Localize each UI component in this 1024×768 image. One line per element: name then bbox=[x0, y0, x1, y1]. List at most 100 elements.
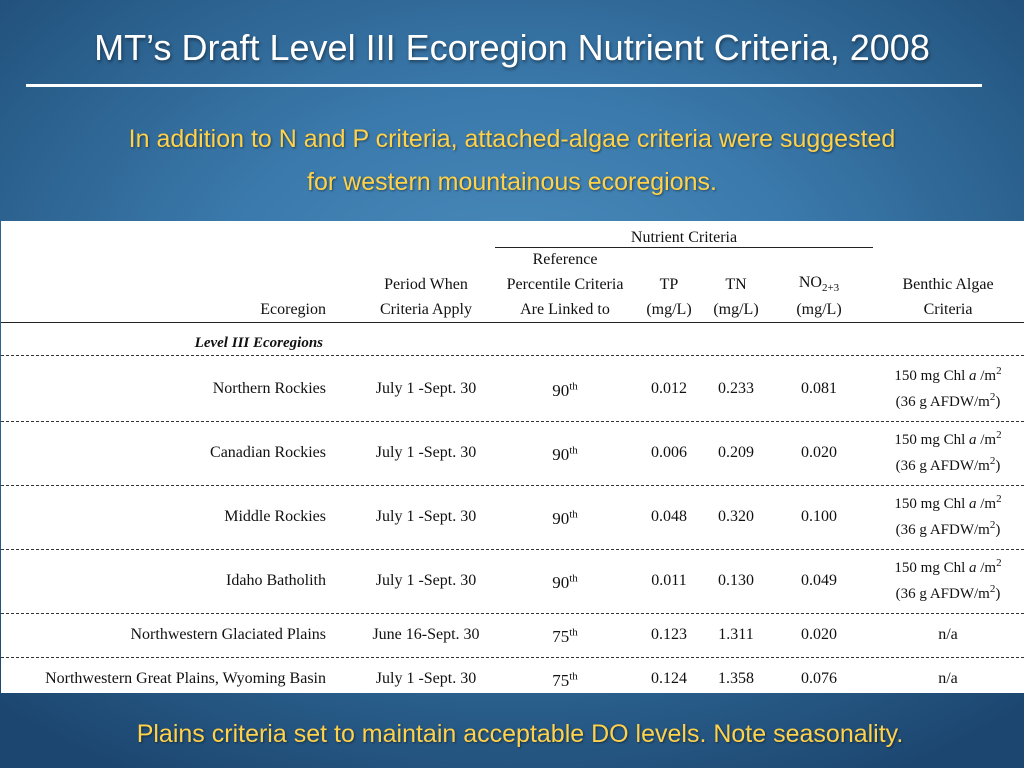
header-tn-line-2: (mg/L) bbox=[713, 301, 759, 318]
algae-afdw-close: ) bbox=[995, 394, 1001, 410]
subtitle-line-1: In addition to N and P criteria, attache… bbox=[128, 125, 896, 153]
row-separator bbox=[1, 549, 1024, 550]
row-benthic-line-2: (36 g AFDW/m2) bbox=[873, 517, 1023, 543]
row-benthic-line-1: 150 mg Chl a /m2 bbox=[873, 427, 1023, 453]
row-tn: 1.311 bbox=[718, 626, 754, 643]
algae-afdw-sup-2: 2 bbox=[989, 391, 996, 403]
row-benthic-line-2: (36 g AFDW/m2) bbox=[873, 453, 1023, 479]
row-percentile-suffix: th bbox=[569, 444, 578, 457]
algae-afdw-sup-2: 2 bbox=[989, 455, 996, 467]
row-separator bbox=[1, 657, 1024, 658]
row-tp: 0.048 bbox=[651, 508, 687, 525]
header-reference-line-1: Reference bbox=[532, 251, 598, 268]
algae-chl-text: 150 mg Chl bbox=[894, 368, 969, 384]
header-no23-line-2: (mg/L) bbox=[796, 301, 842, 318]
row-benthic-line-2: (36 g AFDW/m2) bbox=[873, 389, 1023, 415]
row-ecoregion: Northern Rockies bbox=[212, 380, 326, 397]
algae-sup-2: 2 bbox=[996, 429, 1002, 441]
row-tn: 0.209 bbox=[718, 444, 754, 461]
header-benthic-line-1: Benthic Algae bbox=[902, 276, 994, 293]
header-benthic-line-2: Criteria bbox=[923, 301, 973, 318]
row-separator bbox=[1, 421, 1024, 422]
row-tn: 0.130 bbox=[718, 572, 754, 589]
row-benthic-line-2: (36 g AFDW/m2) bbox=[873, 581, 1023, 607]
row-percentile-value: 90 bbox=[552, 509, 570, 528]
row-percentile: 90th bbox=[495, 378, 635, 404]
row-no23: 0.020 bbox=[801, 626, 837, 643]
header-tp-line-1: TP bbox=[659, 276, 679, 293]
row-percentile: 90th bbox=[495, 570, 635, 596]
algae-chl-a: a bbox=[969, 368, 977, 384]
row-tn: 1.358 bbox=[718, 670, 754, 687]
algae-afdw-text: (36 g AFDW/m bbox=[895, 394, 990, 410]
header-period-line-1: Period When bbox=[384, 276, 468, 293]
algae-afdw-text: (36 g AFDW/m bbox=[895, 586, 990, 602]
row-separator bbox=[1, 613, 1024, 614]
row-percentile-suffix: th bbox=[569, 572, 578, 585]
header-group-rule bbox=[495, 247, 873, 248]
algae-afdw-sup-2: 2 bbox=[989, 519, 996, 531]
algae-per-m: /m bbox=[976, 368, 997, 384]
criteria-table: Nutrient Criteria Reference Percentile C… bbox=[1, 221, 1024, 693]
header-reference-line-2: Percentile Criteria bbox=[506, 276, 624, 293]
row-ecoregion: Northwestern Great Plains, Wyoming Basin bbox=[45, 670, 326, 687]
row-period: July 1 -Sept. 30 bbox=[375, 572, 477, 589]
row-tp: 0.011 bbox=[651, 572, 687, 589]
row-percentile: 75th bbox=[495, 624, 635, 650]
algae-per-m: /m bbox=[976, 560, 997, 576]
algae-chl-text: 150 mg Chl bbox=[894, 496, 969, 512]
header-period-line-2: Criteria Apply bbox=[380, 301, 472, 318]
row-percentile-suffix: th bbox=[569, 508, 578, 521]
row-ecoregion: Middle Rockies bbox=[224, 508, 326, 525]
title-underline bbox=[26, 84, 982, 87]
algae-per-m: /m bbox=[976, 496, 997, 512]
algae-chl-a: a bbox=[969, 496, 977, 512]
row-benthic-line-1: 150 mg Chl a /m2 bbox=[873, 491, 1023, 517]
row-no23: 0.100 bbox=[801, 508, 837, 525]
row-percentile-suffix: th bbox=[569, 626, 578, 639]
algae-afdw-close: ) bbox=[995, 586, 1001, 602]
row-percentile-suffix: th bbox=[569, 670, 578, 683]
row-ecoregion: Canadian Rockies bbox=[210, 444, 326, 461]
algae-sup-2: 2 bbox=[996, 365, 1002, 377]
row-percentile-value: 90 bbox=[552, 445, 570, 464]
algae-chl-a: a bbox=[969, 560, 977, 576]
row-period: July 1 -Sept. 30 bbox=[375, 444, 477, 461]
algae-chl-text: 150 mg Chl bbox=[894, 432, 969, 448]
algae-afdw-text: (36 g AFDW/m bbox=[895, 458, 990, 474]
row-tp: 0.012 bbox=[651, 380, 687, 397]
header-reference-line-3: Are Linked to bbox=[520, 301, 610, 318]
header-tn-line-1: TN bbox=[725, 276, 747, 293]
row-period: July 1 -Sept. 30 bbox=[375, 670, 477, 687]
row-percentile-value: 75 bbox=[552, 671, 570, 690]
row-percentile: 90th bbox=[495, 506, 635, 532]
header-bottom-rule bbox=[1, 322, 1024, 323]
row-ecoregion: Northwestern Glaciated Plains bbox=[130, 626, 327, 643]
header-tp-line-2: (mg/L) bbox=[646, 301, 692, 318]
row-percentile-suffix: th bbox=[569, 380, 578, 393]
row-percentile: 75th bbox=[495, 668, 635, 694]
row-benthic-line-1: 150 mg Chl a /m2 bbox=[873, 555, 1023, 581]
row-benthic-line-1: 150 mg Chl a /m2 bbox=[873, 363, 1023, 389]
row-tn: 0.233 bbox=[718, 380, 754, 397]
row-separator bbox=[1, 485, 1024, 486]
subtitle-line-2: for western mountainous ecoregions. bbox=[307, 168, 717, 196]
row-percentile-value: 90 bbox=[552, 381, 570, 400]
header-no23-base: NO bbox=[798, 274, 822, 291]
slide-footer: Plains criteria set to maintain acceptab… bbox=[136, 720, 904, 748]
slide-subtitle: In addition to N and P criteria, attache… bbox=[20, 118, 1004, 204]
row-benthic: n/a bbox=[938, 626, 958, 643]
row-period: June 16-Sept. 30 bbox=[372, 626, 480, 643]
header-nutrient-criteria: Nutrient Criteria bbox=[630, 229, 738, 246]
algae-afdw-close: ) bbox=[995, 522, 1001, 538]
row-percentile-value: 75 bbox=[552, 627, 570, 646]
algae-chl-a: a bbox=[969, 432, 977, 448]
row-percentile-value: 90 bbox=[552, 573, 570, 592]
header-ecoregion: Ecoregion bbox=[260, 301, 326, 318]
header-no23-line-1: NO2+3 bbox=[773, 270, 865, 296]
algae-sup-2: 2 bbox=[996, 493, 1002, 505]
algae-chl-text: 150 mg Chl bbox=[894, 560, 969, 576]
header-no23-subscript: 2+3 bbox=[821, 282, 840, 295]
slide-title: MT’s Draft Level III Ecoregion Nutrient … bbox=[94, 27, 930, 68]
row-no23: 0.020 bbox=[801, 444, 837, 461]
